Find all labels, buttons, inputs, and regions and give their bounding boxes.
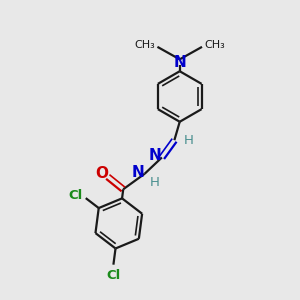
Text: N: N [173,55,186,70]
Text: CH₃: CH₃ [134,40,155,50]
Text: H: H [150,176,160,189]
Text: N: N [132,165,145,180]
Text: N: N [149,148,162,163]
Text: Cl: Cl [68,189,82,202]
Text: Cl: Cl [106,269,121,282]
Text: O: O [95,166,108,181]
Text: H: H [184,134,194,147]
Text: CH₃: CH₃ [204,40,225,50]
